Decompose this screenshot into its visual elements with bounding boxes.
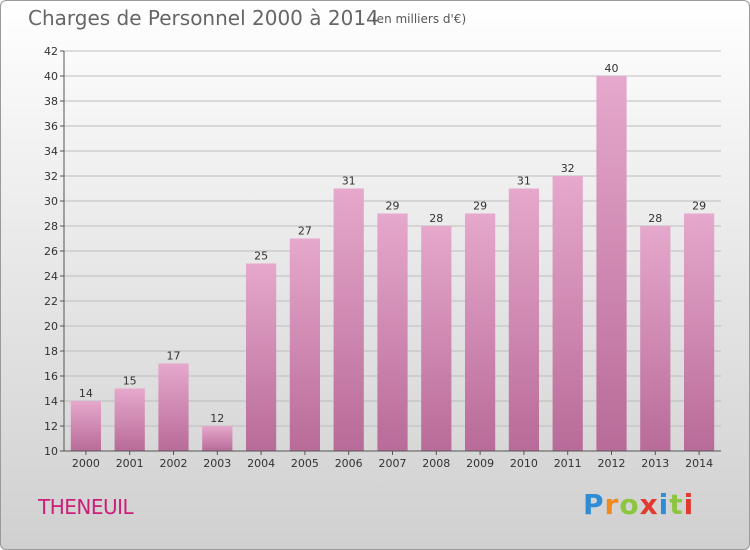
- bar: [158, 363, 189, 451]
- y-tick-label: 18: [44, 345, 58, 358]
- bar-value-label: 40: [605, 62, 619, 75]
- brand-logo: Proxiti: [583, 488, 694, 521]
- x-tick-label: 2000: [72, 457, 100, 470]
- y-tick-label: 36: [44, 120, 58, 133]
- y-tick-label: 38: [44, 95, 58, 108]
- y-tick-label: 34: [44, 145, 58, 158]
- x-tick-label: 2009: [466, 457, 494, 470]
- brand-letter: o: [619, 488, 640, 521]
- y-tick-label: 10: [44, 445, 58, 458]
- x-tick-label: 2004: [247, 457, 275, 470]
- bar: [596, 76, 627, 451]
- bar-value-label: 28: [429, 212, 443, 225]
- y-tick-label: 16: [44, 370, 58, 383]
- bar: [114, 388, 145, 451]
- x-tick-label: 2005: [291, 457, 319, 470]
- y-tick-label: 40: [44, 70, 58, 83]
- x-tick-label: 2012: [598, 457, 626, 470]
- bar-value-label: 28: [648, 212, 662, 225]
- bar-value-label: 29: [473, 200, 487, 213]
- x-tick-label: 2006: [335, 457, 363, 470]
- bar: [202, 426, 233, 451]
- x-tick-label: 2010: [510, 457, 538, 470]
- x-tick-label: 2007: [379, 457, 407, 470]
- bar: [70, 401, 102, 451]
- bar-value-label: 32: [561, 162, 575, 175]
- y-tick-label: 22: [44, 295, 58, 308]
- bar-value-label: 14: [79, 387, 93, 400]
- bar: [421, 226, 452, 451]
- brand-letter: P: [583, 488, 605, 521]
- bar: [464, 213, 496, 451]
- y-tick-label: 28: [44, 220, 58, 233]
- bar: [245, 263, 277, 451]
- chart-subtitle: (en milliers d'€): [372, 12, 467, 26]
- x-tick-label: 2013: [641, 457, 669, 470]
- y-tick-label: 42: [44, 45, 58, 58]
- brand-letter: x: [639, 488, 659, 521]
- bar-value-label: 31: [342, 175, 356, 188]
- bar-value-label: 12: [210, 412, 224, 425]
- bar: [508, 188, 540, 451]
- x-tick-label: 2003: [203, 457, 231, 470]
- bar: [640, 226, 671, 451]
- bar-value-label: 29: [386, 200, 400, 213]
- axis-layer: 10 12 14 16 18 20 22 24 26 28 30 32 34 36 38 40 42 2000 20…: [44, 45, 721, 470]
- commune-name: THENEUIL: [38, 495, 134, 519]
- bar: [683, 213, 715, 451]
- y-tick-label: 20: [44, 320, 58, 333]
- y-tick-label: 30: [44, 195, 58, 208]
- bar-value-label: 29: [692, 200, 706, 213]
- bar: [333, 188, 364, 451]
- y-tick-label: 14: [44, 395, 58, 408]
- y-tick-label: 32: [44, 170, 58, 183]
- y-tick-label: 26: [44, 245, 58, 258]
- bar-value-label: 17: [167, 350, 181, 363]
- x-tick-label: 2014: [685, 457, 713, 470]
- brand-letter: i: [683, 488, 695, 521]
- bar-value-label: 27: [298, 225, 312, 238]
- bar-value-label: 15: [123, 375, 137, 388]
- brand-letter: t: [669, 488, 684, 521]
- bar-value-label: 31: [517, 175, 531, 188]
- brand-letter: i: [658, 488, 670, 521]
- bar-value-label: 25: [254, 250, 268, 263]
- brand-letter: r: [604, 488, 620, 521]
- bar: [289, 238, 321, 451]
- x-tick-label: 2008: [422, 457, 450, 470]
- x-tick-label: 2002: [160, 457, 188, 470]
- bar: [377, 213, 408, 451]
- chart-title: Charges de Personnel 2000 à 2014: [28, 6, 379, 30]
- x-tick-label: 2011: [554, 457, 582, 470]
- y-tick-label: 12: [44, 420, 58, 433]
- bar: [552, 176, 583, 451]
- bar-layer: 14 15 17 12 25 27 31 29 28 29 31 32 40 28 29: [70, 62, 715, 451]
- x-tick-label: 2001: [116, 457, 144, 470]
- y-tick-label: 24: [44, 270, 58, 283]
